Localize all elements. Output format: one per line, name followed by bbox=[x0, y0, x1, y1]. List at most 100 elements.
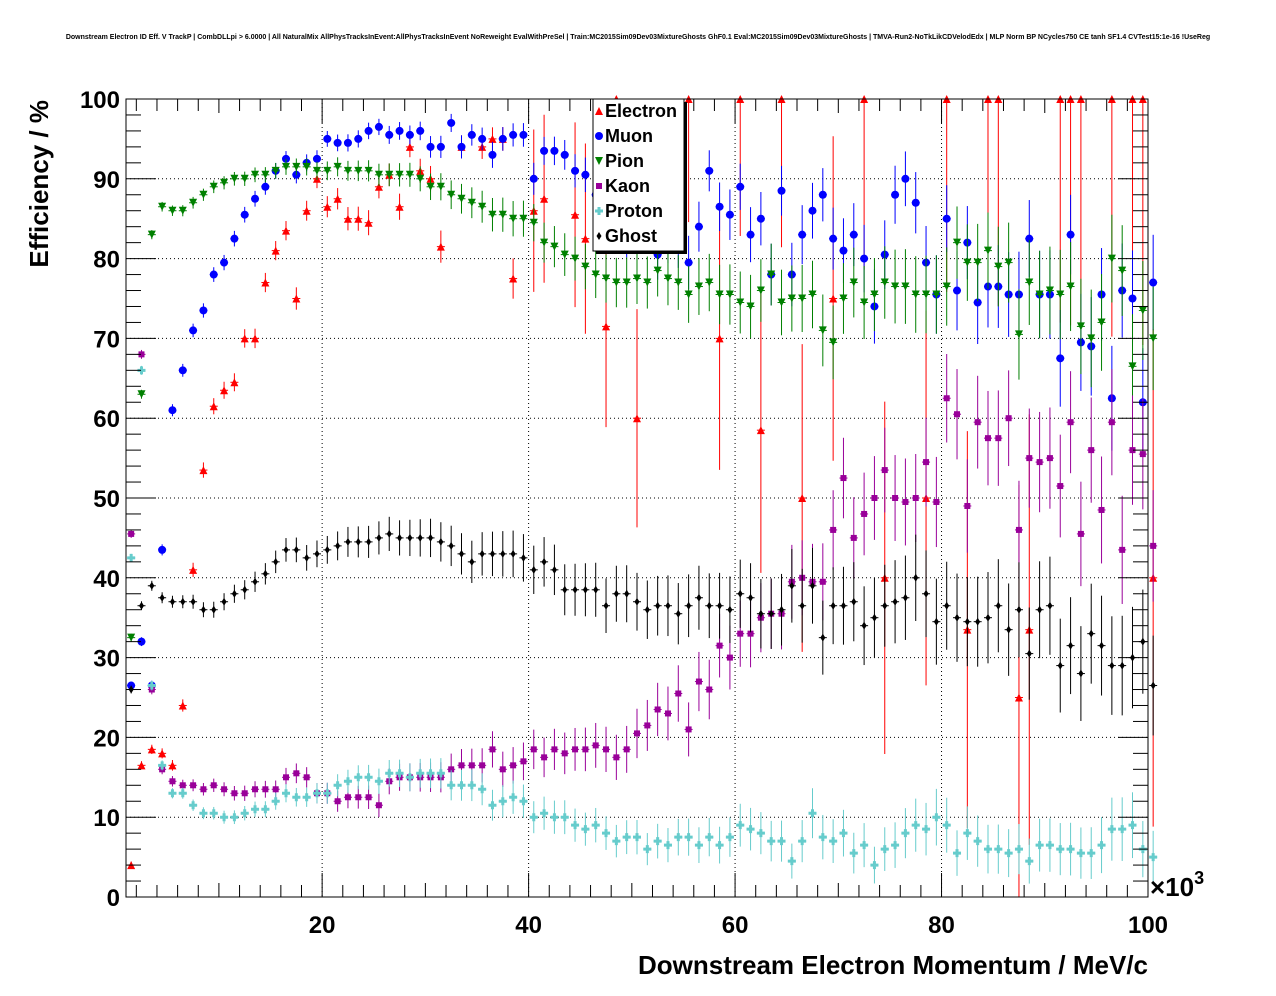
data-point bbox=[282, 162, 291, 171]
data-point bbox=[1025, 857, 1034, 866]
data-point bbox=[715, 202, 724, 211]
data-point bbox=[323, 202, 332, 211]
series-ghost bbox=[127, 516, 1158, 736]
data-point bbox=[304, 553, 310, 562]
legend-label: Proton bbox=[605, 201, 663, 221]
data-point bbox=[572, 585, 578, 594]
data-point bbox=[789, 581, 795, 590]
y-tick-label: 50 bbox=[93, 486, 120, 513]
data-point bbox=[829, 338, 838, 347]
data-point bbox=[273, 557, 279, 566]
data-point bbox=[436, 769, 445, 778]
data-point bbox=[985, 613, 991, 622]
data-point bbox=[478, 785, 487, 794]
data-point bbox=[334, 798, 341, 805]
data-point bbox=[261, 278, 270, 287]
data-point bbox=[159, 593, 165, 602]
data-point bbox=[354, 166, 363, 175]
data-point bbox=[1128, 362, 1137, 371]
legend-entry-muon: Muon bbox=[595, 126, 653, 146]
data-point bbox=[973, 258, 982, 267]
data-point bbox=[366, 537, 372, 546]
legend-label: Muon bbox=[605, 126, 653, 146]
data-point bbox=[221, 597, 227, 606]
data-point bbox=[426, 142, 435, 151]
data-point bbox=[448, 766, 455, 773]
data-point bbox=[312, 154, 321, 163]
data-point bbox=[1149, 334, 1158, 343]
data-point bbox=[488, 150, 497, 159]
data-point bbox=[355, 794, 362, 801]
data-point bbox=[209, 182, 218, 191]
data-point bbox=[944, 601, 950, 610]
data-point bbox=[436, 242, 445, 251]
data-point bbox=[1119, 546, 1126, 553]
data-point bbox=[478, 202, 487, 211]
data-point bbox=[261, 182, 270, 191]
data-point bbox=[1037, 605, 1043, 614]
legend-box bbox=[592, 98, 685, 252]
data-point bbox=[251, 170, 260, 179]
data-point bbox=[860, 841, 869, 850]
data-point bbox=[335, 541, 341, 550]
data-point bbox=[695, 678, 702, 685]
data-point bbox=[654, 706, 661, 713]
data-point bbox=[756, 426, 765, 435]
data-point bbox=[1139, 451, 1146, 458]
data-point bbox=[737, 589, 743, 598]
data-point bbox=[458, 762, 465, 769]
data-point bbox=[333, 138, 342, 147]
data-point bbox=[468, 762, 475, 769]
data-point bbox=[860, 254, 869, 263]
data-point bbox=[529, 174, 538, 183]
data-point bbox=[1108, 419, 1115, 426]
x-tick-label: 100 bbox=[1128, 912, 1168, 939]
data-point bbox=[655, 601, 661, 610]
data-point bbox=[147, 230, 156, 239]
data-point bbox=[633, 274, 641, 283]
legend-marker bbox=[595, 207, 603, 215]
data-point bbox=[675, 609, 681, 618]
data-point bbox=[560, 813, 569, 822]
data-point bbox=[189, 565, 198, 574]
data-point bbox=[252, 786, 259, 793]
data-point bbox=[787, 857, 796, 866]
data-point bbox=[1036, 459, 1043, 466]
data-point bbox=[1057, 483, 1064, 490]
data-point bbox=[1138, 306, 1147, 315]
data-point bbox=[510, 549, 516, 558]
data-point bbox=[479, 762, 486, 769]
data-point bbox=[593, 585, 599, 594]
data-point bbox=[467, 781, 476, 790]
data-point bbox=[829, 837, 838, 846]
data-point bbox=[717, 601, 723, 610]
data-point bbox=[405, 142, 414, 151]
data-point bbox=[1014, 330, 1023, 339]
data-point bbox=[158, 749, 167, 758]
data-point bbox=[343, 777, 352, 786]
data-point bbox=[787, 294, 796, 303]
data-point bbox=[705, 833, 714, 842]
data-point bbox=[932, 290, 941, 299]
data-point bbox=[1026, 455, 1033, 462]
data-point bbox=[984, 435, 991, 442]
data-point bbox=[737, 630, 744, 637]
data-point bbox=[809, 581, 815, 590]
data-point bbox=[178, 366, 187, 375]
data-point bbox=[447, 781, 456, 790]
data-point bbox=[550, 146, 559, 155]
data-point bbox=[343, 214, 352, 223]
data-point bbox=[571, 821, 580, 830]
data-point bbox=[190, 597, 196, 606]
data-point bbox=[509, 214, 518, 223]
data-point bbox=[509, 793, 518, 802]
data-point bbox=[1076, 322, 1085, 331]
data-point bbox=[292, 294, 301, 303]
data-point bbox=[953, 238, 962, 247]
data-point bbox=[529, 218, 538, 227]
data-point bbox=[262, 786, 269, 793]
legend-entry-kaon: Kaon bbox=[596, 176, 650, 196]
data-point bbox=[282, 789, 291, 798]
data-point bbox=[240, 809, 249, 818]
data-point bbox=[364, 166, 373, 175]
